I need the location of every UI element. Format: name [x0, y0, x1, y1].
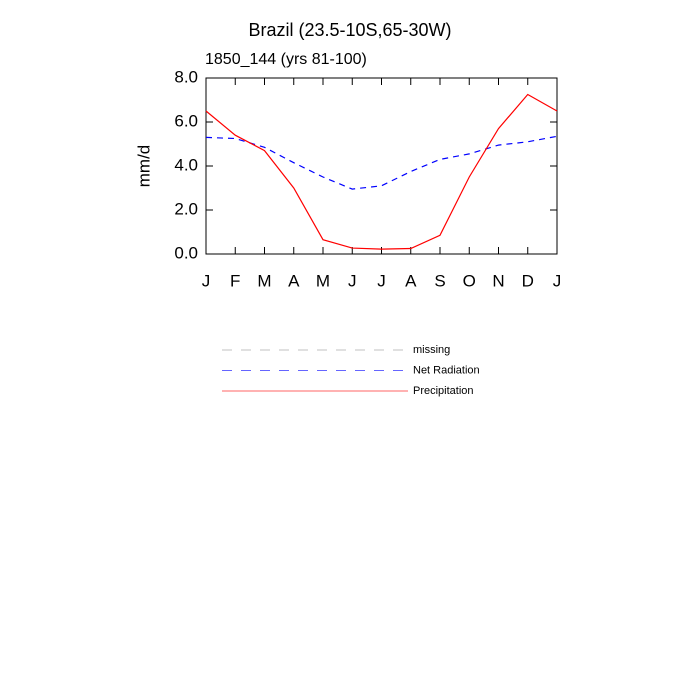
x-tick-label: J	[377, 271, 386, 290]
x-tick-label: J	[348, 271, 357, 290]
x-tick-label: J	[202, 271, 211, 290]
legend-label: Precipitation	[413, 385, 474, 397]
x-tick-label: A	[405, 271, 417, 290]
y-tick-label: 4.0	[174, 155, 198, 174]
x-tick-label: M	[316, 271, 330, 290]
x-tick-label: S	[434, 271, 445, 290]
y-tick-label: 8.0	[174, 67, 198, 86]
chart-subtitle: 1850_144 (yrs 81-100)	[205, 51, 367, 68]
x-tick-label: F	[230, 271, 240, 290]
y-tick-label: 6.0	[174, 111, 198, 130]
y-axis-label: mm/d	[134, 145, 153, 188]
y-tick-label: 2.0	[174, 199, 198, 218]
x-tick-label: N	[492, 271, 504, 290]
chart-title: Brazil (23.5-10S,65-30W)	[248, 20, 451, 40]
series-line	[205, 135, 558, 190]
x-tick-label: O	[463, 271, 476, 290]
x-tick-label: A	[288, 271, 300, 290]
y-tick-label: 0.0	[174, 243, 198, 262]
x-tick-label: M	[257, 271, 271, 290]
x-tick-label: D	[522, 271, 534, 290]
legend-label: Net Radiation	[413, 364, 480, 376]
plot-frame	[205, 77, 558, 255]
x-tick-label: J	[553, 271, 562, 290]
legend-label: missing	[413, 344, 450, 356]
series-line	[205, 93, 558, 250]
